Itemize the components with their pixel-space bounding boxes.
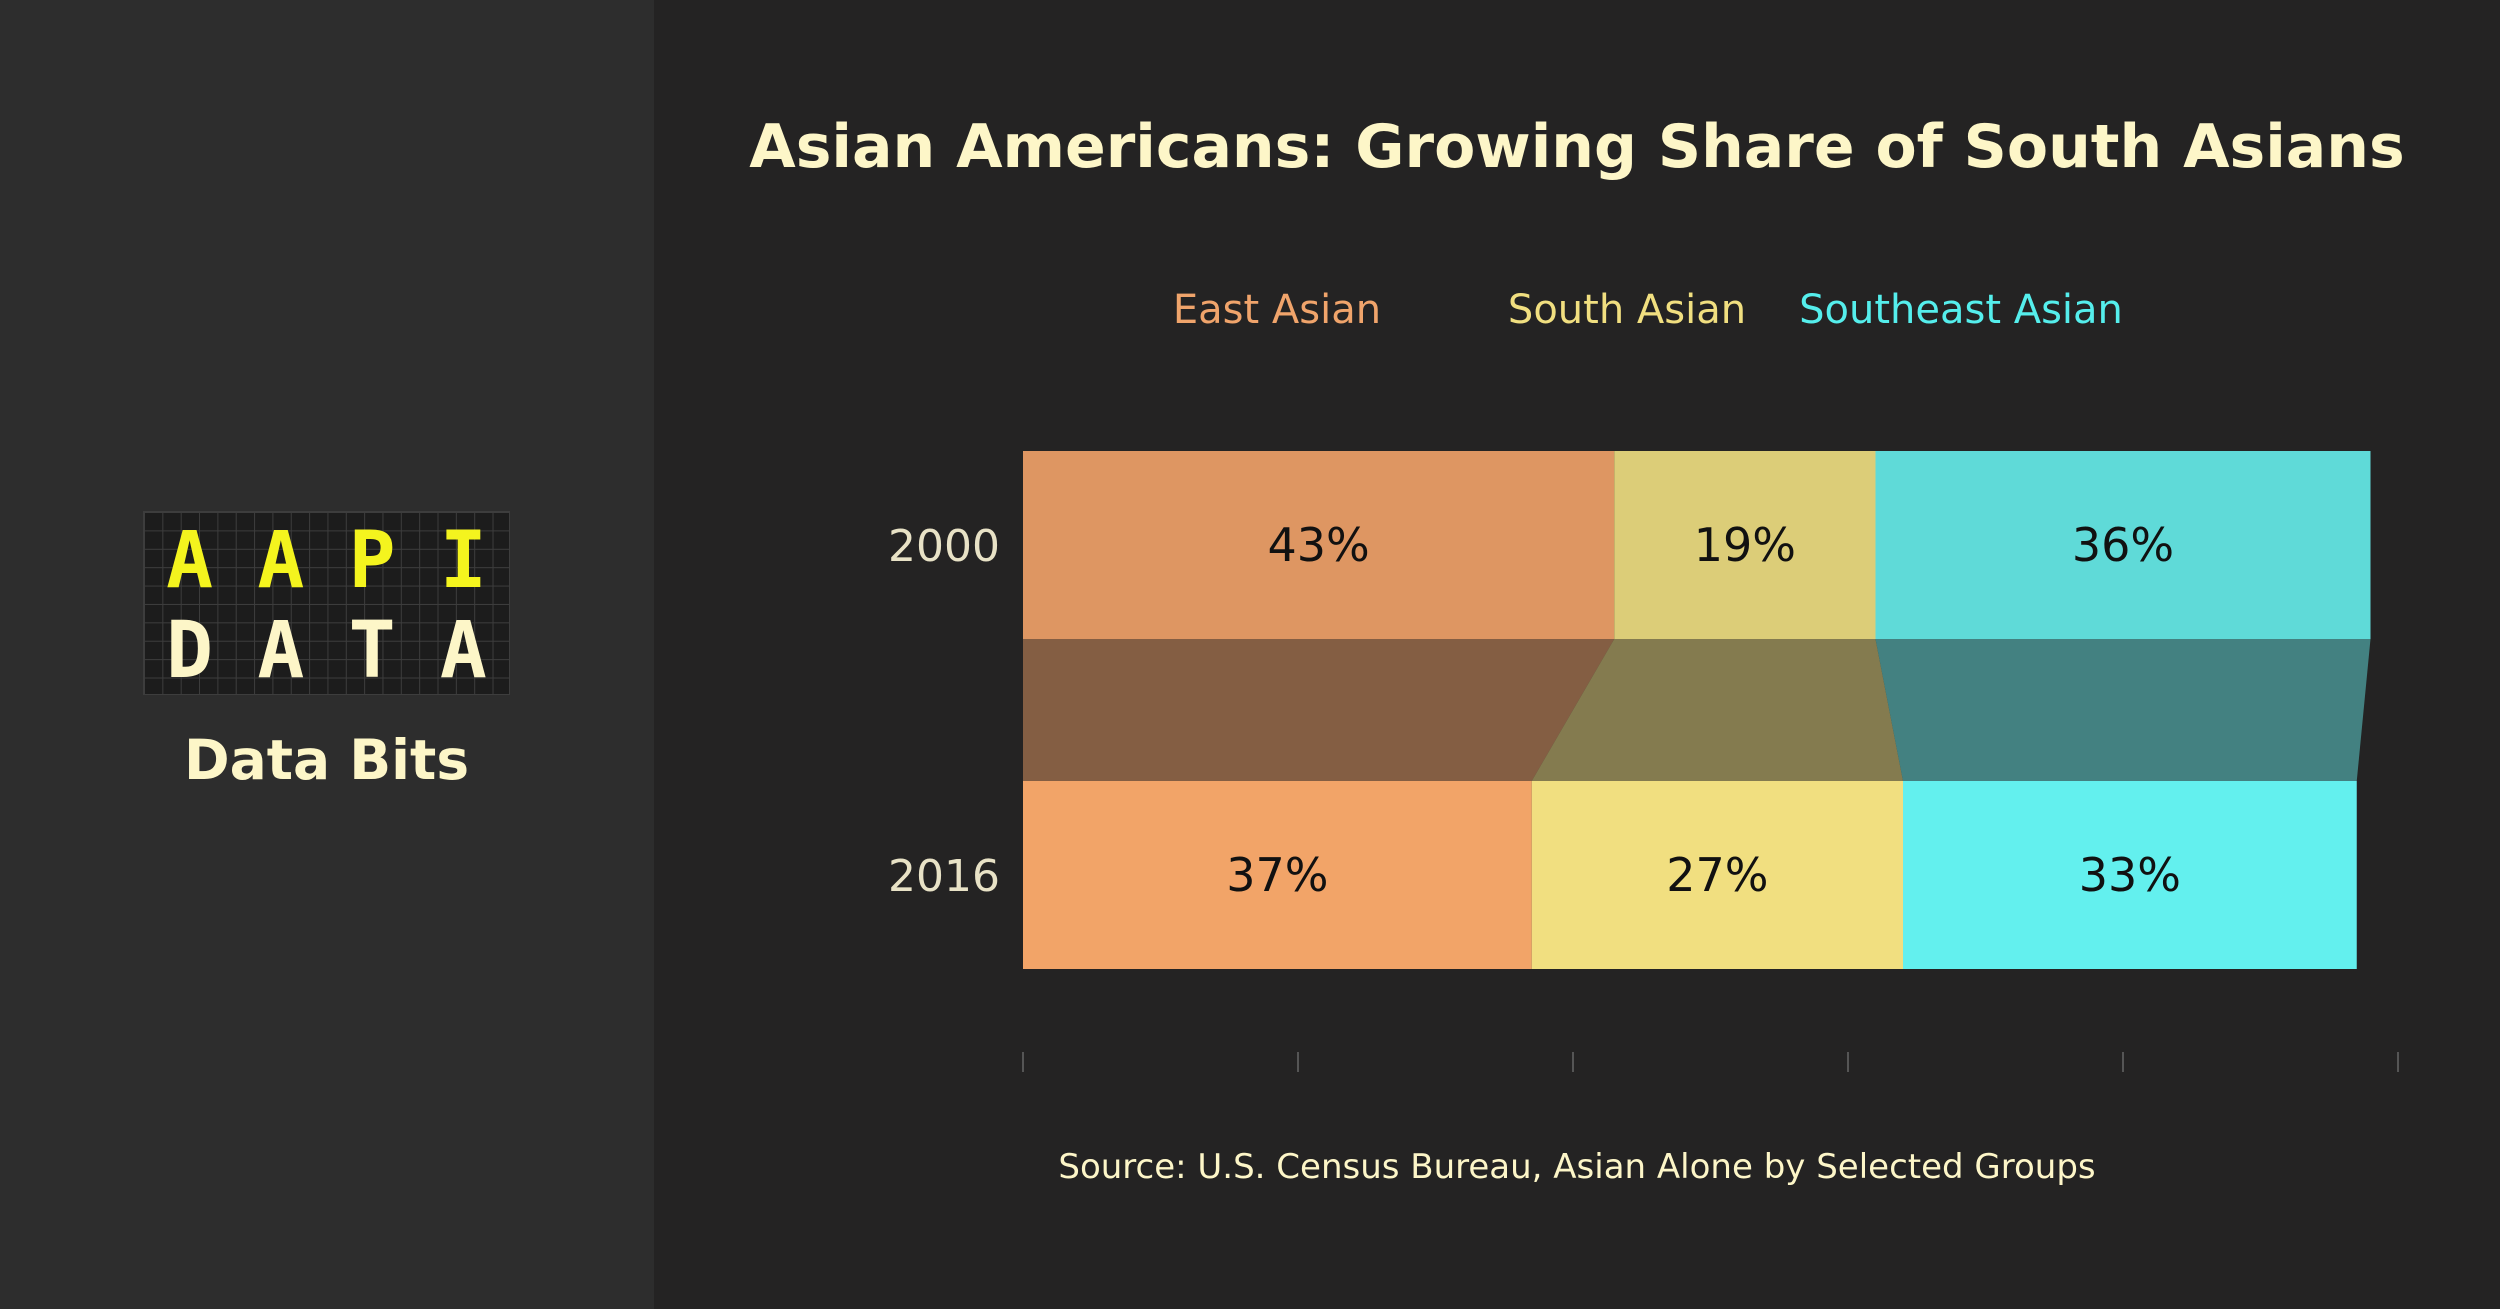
- sidebar-subtitle: Data Bits: [183, 728, 470, 792]
- logo-letter: A: [439, 606, 487, 696]
- data-label: 36%: [2072, 518, 2174, 572]
- bar-segment: [1023, 781, 1532, 969]
- data-label: 33%: [2079, 848, 2181, 902]
- data-label: 43%: [1268, 518, 1370, 572]
- sidebar: A A P I D A T A Data Bits: [0, 0, 654, 1309]
- category-label: 2000: [888, 521, 1000, 572]
- legend-south-asian: South Asian: [1507, 287, 1747, 333]
- source-note: Source: U.S. Census Bureau, Asian Alone …: [1058, 1147, 2096, 1187]
- logo-letter: A: [257, 516, 305, 606]
- logo-letter: D: [166, 606, 214, 696]
- chart-title: Asian Americans: Growing Share of South …: [749, 112, 2405, 182]
- bar-segment: [1531, 781, 1903, 969]
- bar-segment: [1614, 451, 1876, 639]
- logo-bottom-row: D A T A: [144, 612, 509, 690]
- legend-east-asian: East Asian: [1172, 287, 1382, 333]
- data-label: 27%: [1666, 848, 1768, 902]
- logo-letter: T: [348, 606, 396, 696]
- logo-letter: A: [166, 516, 214, 606]
- flow-shade: [1023, 639, 2398, 781]
- data-label: 19%: [1694, 518, 1796, 572]
- flow-band: [1875, 639, 2371, 781]
- category-label: 2016: [888, 851, 1000, 902]
- flow-band: [1531, 639, 1903, 781]
- flow-band: [1023, 639, 1615, 781]
- logo-letter: P: [348, 516, 396, 606]
- logo-letter: A: [257, 606, 305, 696]
- logo-top-row: A A P I: [144, 522, 509, 600]
- bar-segment: [1903, 781, 2357, 969]
- data-label: 37%: [1226, 848, 1328, 902]
- bar-segment: [1023, 451, 1615, 639]
- logo-letter: I: [439, 516, 487, 606]
- aapi-data-logo: A A P I D A T A: [143, 511, 510, 695]
- bar-segment: [1875, 451, 2371, 639]
- legend-southeast-asian: Southeast Asian: [1799, 287, 2123, 333]
